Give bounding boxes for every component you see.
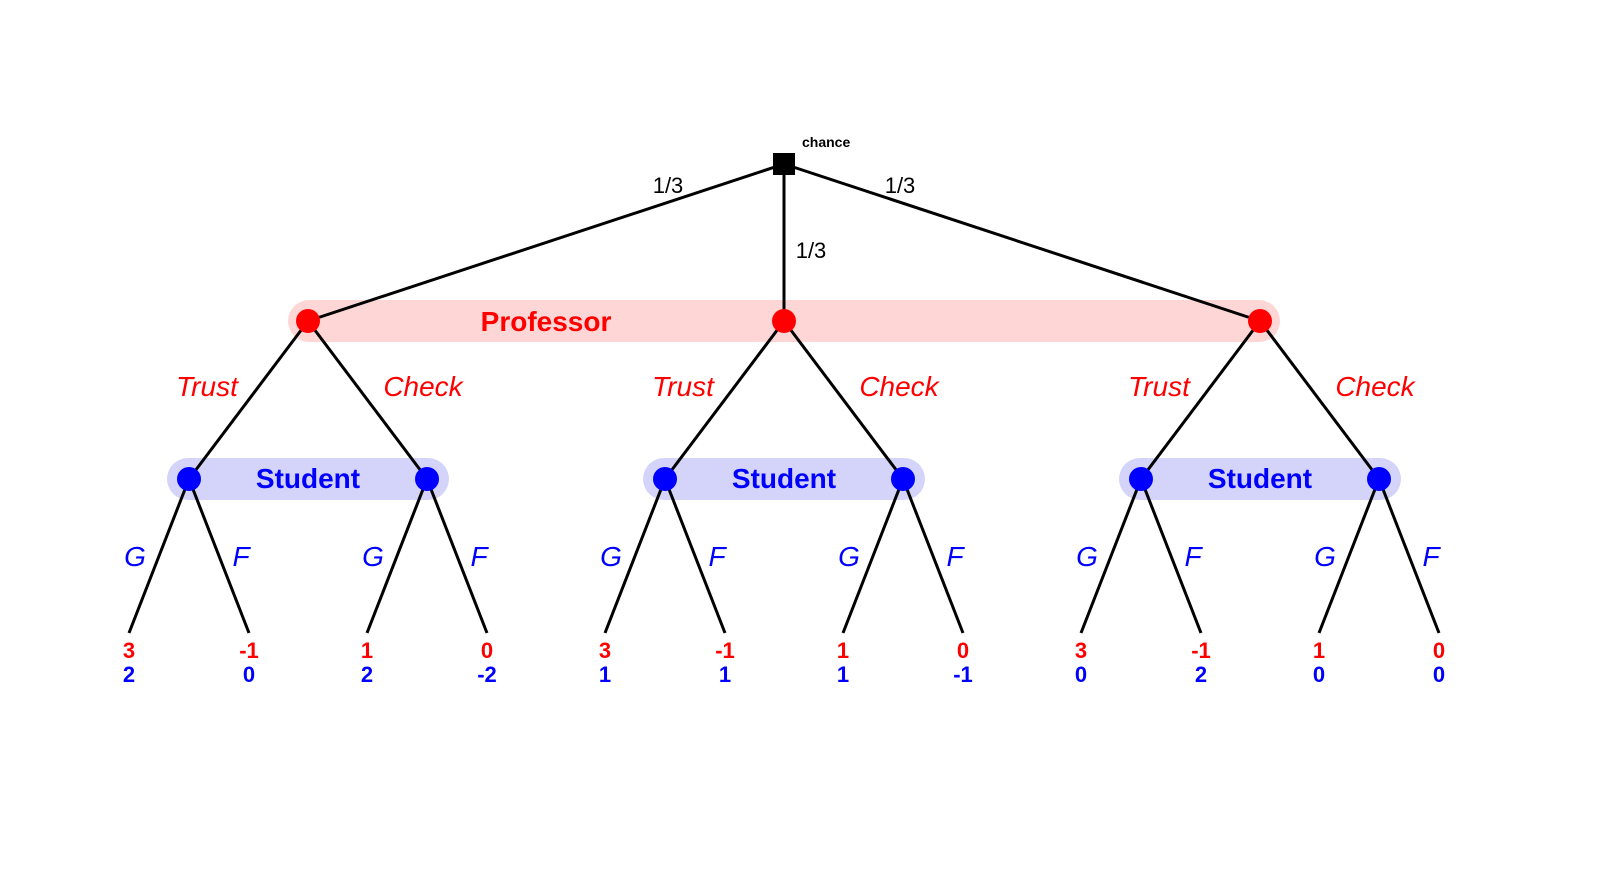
professor-edge-2-trust <box>663 320 786 480</box>
student-node-1-1 <box>177 467 201 491</box>
probability-label-1: 1/3 <box>653 173 684 198</box>
action-label-g: G <box>1076 541 1098 572</box>
professor-edge-2-check <box>782 320 905 480</box>
professor-edge-1-trust <box>187 320 310 480</box>
payoff-student: 0 <box>243 662 255 687</box>
professor-edge-3-check <box>1258 320 1381 480</box>
student-edge-1-1-f <box>187 478 251 634</box>
action-label-f: F <box>232 541 251 572</box>
payoff-professor: -1 <box>239 638 259 663</box>
student-edge-1-2-g <box>365 478 429 634</box>
payoff-professor: 3 <box>599 638 611 663</box>
payoff-student: 1 <box>719 662 731 687</box>
action-label-g: G <box>1314 541 1336 572</box>
chance-node <box>773 153 795 175</box>
action-label-trust: Trust <box>1128 371 1191 402</box>
action-label-check: Check <box>1335 371 1416 402</box>
student-node-1-2 <box>415 467 439 491</box>
professor-node-3 <box>1248 309 1272 333</box>
probability-label-3: 1/3 <box>885 173 916 198</box>
action-label-f: F <box>470 541 489 572</box>
payoff-student: 0 <box>1433 662 1445 687</box>
payoff-professor: -1 <box>1191 638 1211 663</box>
action-label-f: F <box>708 541 727 572</box>
chance-edge-3 <box>783 162 1261 323</box>
payoff-student: 1 <box>599 662 611 687</box>
student-node-3-2 <box>1367 467 1391 491</box>
student-label: Student <box>732 463 836 494</box>
payoff-professor: 1 <box>1313 638 1325 663</box>
payoff-professor: 0 <box>481 638 493 663</box>
student-information-set-2 <box>643 458 925 500</box>
payoff-student: 0 <box>1075 662 1087 687</box>
payoff-student: -1 <box>953 662 973 687</box>
professor-node-2 <box>772 309 796 333</box>
action-label-g: G <box>124 541 146 572</box>
action-label-trust: Trust <box>176 371 239 402</box>
action-label-check: Check <box>383 371 464 402</box>
student-label: Student <box>1208 463 1312 494</box>
payoff-professor: -1 <box>715 638 735 663</box>
payoff-student: 2 <box>123 662 135 687</box>
student-information-set-3 <box>1119 458 1401 500</box>
chance-edge-1 <box>307 162 785 323</box>
professor-edge-3-trust <box>1139 320 1262 480</box>
professor-label: Professor <box>481 306 612 337</box>
payoff-professor: 1 <box>837 638 849 663</box>
student-node-2-2 <box>891 467 915 491</box>
chance-label: chance <box>802 134 850 150</box>
student-edge-3-2-g <box>1317 478 1381 634</box>
action-label-check: Check <box>859 371 940 402</box>
action-label-trust: Trust <box>652 371 715 402</box>
payoff-student: 1 <box>837 662 849 687</box>
professor-edge-1-check <box>306 320 429 480</box>
payoff-professor: 3 <box>123 638 135 663</box>
student-edge-2-1-f <box>663 478 727 634</box>
probability-label-2: 1/3 <box>796 238 827 263</box>
student-edge-3-2-f <box>1377 478 1441 634</box>
payoff-student: 2 <box>361 662 373 687</box>
student-edge-1-1-g <box>127 478 191 634</box>
payoff-student: -2 <box>477 662 497 687</box>
student-edge-2-2-g <box>841 478 905 634</box>
action-label-f: F <box>1422 541 1441 572</box>
payoff-professor: 1 <box>361 638 373 663</box>
student-edge-1-2-f <box>425 478 489 634</box>
payoff-student: 2 <box>1195 662 1207 687</box>
action-label-g: G <box>838 541 860 572</box>
action-label-f: F <box>1184 541 1203 572</box>
professor-node-1 <box>296 309 320 333</box>
payoff-professor: 0 <box>1433 638 1445 663</box>
student-information-set-1 <box>167 458 449 500</box>
student-edge-2-1-g <box>603 478 667 634</box>
action-label-f: F <box>946 541 965 572</box>
student-node-3-1 <box>1129 467 1153 491</box>
student-node-2-1 <box>653 467 677 491</box>
student-edge-2-2-f <box>901 478 965 634</box>
student-edge-3-1-f <box>1139 478 1203 634</box>
student-edge-3-1-g <box>1079 478 1143 634</box>
payoff-professor: 0 <box>957 638 969 663</box>
action-label-g: G <box>362 541 384 572</box>
student-label: Student <box>256 463 360 494</box>
payoff-student: 0 <box>1313 662 1325 687</box>
payoff-professor: 3 <box>1075 638 1087 663</box>
action-label-g: G <box>600 541 622 572</box>
